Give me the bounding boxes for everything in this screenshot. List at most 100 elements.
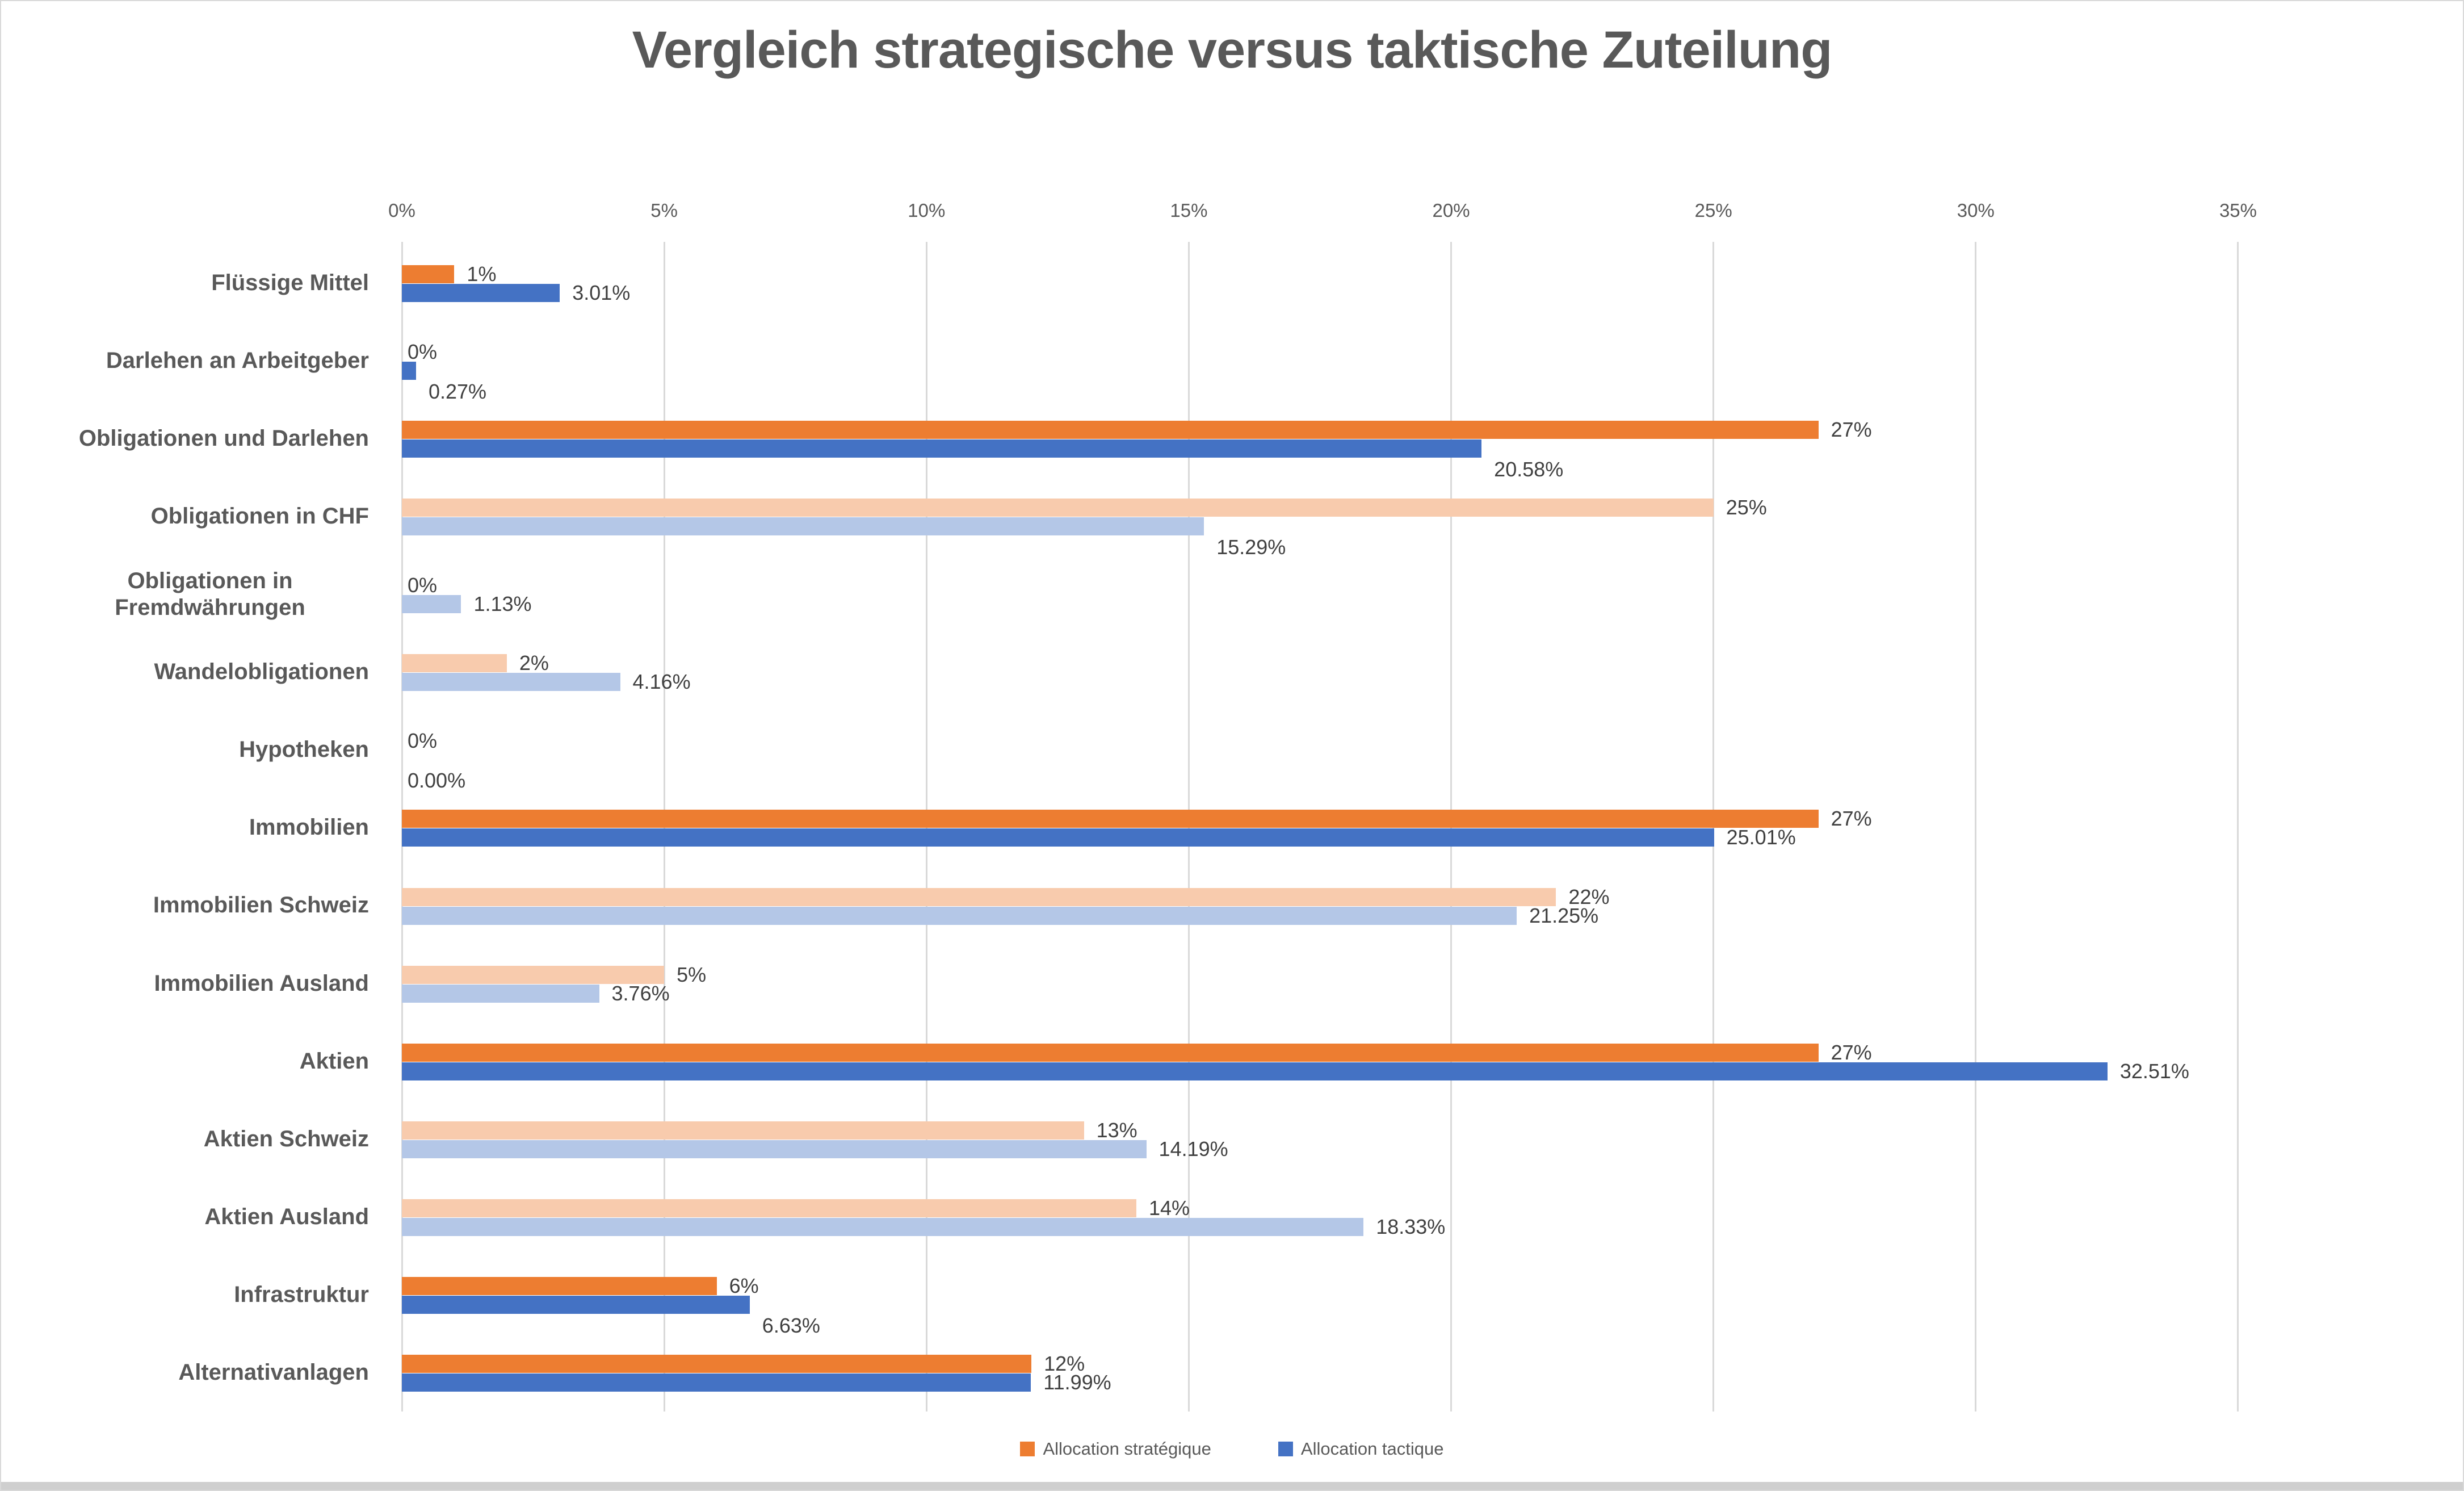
tactic-bar: [402, 906, 1517, 925]
category-label-text: Aktien Ausland: [204, 1204, 369, 1229]
tactic-bar: [402, 673, 620, 692]
tactic-value-label: 14.19%: [1158, 1137, 1228, 1161]
tactic-bar: [402, 595, 461, 614]
category-label: Wandelobligationen: [1, 633, 370, 711]
tactic-value-label: 32.51%: [2119, 1059, 2189, 1083]
category-label-text: Obligationen in Fremdwährungen: [115, 568, 305, 620]
tactic-bar: [402, 1140, 1147, 1158]
x-axis-tick-label: 5%: [650, 200, 678, 221]
x-axis-tick-label: 25%: [1694, 200, 1732, 221]
gridline: [1975, 242, 1977, 1412]
tactic-bar: [402, 828, 1714, 847]
x-axis-tick-label: 15%: [1170, 200, 1208, 221]
category-label-text: Hypotheken: [239, 737, 369, 763]
category-label: Obligationen und Darlehen: [1, 400, 369, 478]
tactic-value-label: 25.01%: [1726, 826, 1796, 849]
strategic-value-label: 0%: [408, 573, 438, 597]
strategic-value-label: 22%: [1568, 885, 1610, 908]
category-label-text: Aktien Schweiz: [203, 1126, 369, 1151]
legend-swatch-tactic-icon: [1278, 1442, 1293, 1456]
strategic-bar: [402, 499, 1714, 517]
strategic-value-label: 27%: [1831, 1040, 1872, 1064]
category-label-text: Flüssige Mittel: [211, 270, 369, 295]
strategic-value-label: 0%: [408, 729, 438, 753]
tactic-bar: [402, 1373, 1031, 1392]
tactic-value-label: 1.13%: [473, 592, 532, 616]
legend-label-strategic: Allocation stratégique: [1043, 1439, 1211, 1459]
category-label: Aktien: [1, 1023, 369, 1100]
strategic-bar: [402, 421, 1819, 439]
tactic-value-label: 3.01%: [572, 281, 631, 304]
category-label-text: Immobilien Schweiz: [153, 893, 369, 918]
strategic-value-label: 13%: [1096, 1118, 1137, 1142]
strategic-value-label: 0%: [408, 340, 438, 364]
x-axis-tick-label: 0%: [388, 200, 415, 221]
tactic-value-label: 6.63%: [762, 1313, 820, 1337]
category-label: Aktien Schweiz: [1, 1100, 369, 1178]
category-label-text: Obligationen und Darlehen: [78, 426, 369, 451]
strategic-value-label: 27%: [1831, 418, 1872, 442]
x-axis-tick-label: 20%: [1432, 200, 1470, 221]
category-label: Immobilien Ausland: [1, 945, 369, 1023]
strategic-bar: [402, 887, 1556, 906]
category-label: Hypotheken: [1, 711, 369, 789]
tactic-value-label: 3.76%: [611, 981, 670, 1005]
category-label-text: Wandelobligationen: [154, 659, 370, 685]
strategic-value-label: 2%: [519, 651, 549, 675]
category-label: Aktien Ausland: [1, 1178, 369, 1256]
category-label-text: Darlehen an Arbeitgeber: [106, 348, 369, 373]
legend: Allocation stratégique Allocation tactiq…: [1, 1439, 2463, 1459]
strategic-value-label: 1%: [467, 262, 497, 286]
legend-label-tactic: Allocation tactique: [1300, 1439, 1444, 1459]
strategic-bar: [402, 1354, 1032, 1373]
legend-swatch-strategic-icon: [1020, 1442, 1035, 1456]
category-label: Alternativanlagen: [1, 1334, 369, 1412]
strategic-value-label: 25%: [1726, 496, 1767, 520]
strategic-value-label: 14%: [1149, 1196, 1190, 1220]
strategic-value-label: 6%: [729, 1274, 759, 1297]
strategic-value-label: 12%: [1044, 1351, 1085, 1375]
tactic-value-label: 15.29%: [1216, 535, 1286, 559]
strategic-bar: [402, 1121, 1084, 1140]
tactic-bar: [402, 1295, 750, 1314]
strategic-bar: [402, 654, 507, 673]
category-label: Obligationen in Fremdwährungen: [1, 555, 369, 633]
window-edge-strip: [1, 1482, 2463, 1490]
category-label-text: Obligationen in CHF: [150, 504, 369, 529]
category-label: Obligationen in CHF: [1, 478, 369, 555]
category-label: Darlehen an Arbeitgeber: [1, 322, 369, 400]
tactic-value-label: 21.25%: [1529, 903, 1599, 927]
x-axis-tick-label: 10%: [908, 200, 946, 221]
category-label: Immobilien: [1, 789, 369, 866]
category-label-text: Aktien: [299, 1048, 369, 1074]
tactic-value-label: 0.27%: [428, 380, 487, 404]
x-axis-tick-label: 30%: [1957, 200, 1995, 221]
strategic-bar: [402, 965, 665, 984]
category-label: Infrastruktur: [1, 1256, 369, 1334]
legend-item-tactic: Allocation tactique: [1278, 1439, 1444, 1459]
tactic-bar: [402, 1062, 2108, 1080]
tactic-bar: [402, 439, 1482, 458]
category-label-text: Alternativanlagen: [178, 1359, 369, 1385]
tactic-bar: [402, 362, 416, 380]
strategic-bar: [402, 1199, 1136, 1217]
tactic-bar: [402, 1217, 1364, 1236]
tactic-bar: [402, 517, 1204, 536]
category-label: Flüssige Mittel: [1, 244, 369, 322]
legend-item-strategic: Allocation stratégique: [1020, 1439, 1211, 1459]
tactic-value-label: 20.58%: [1494, 458, 1564, 481]
tactic-value-label: 4.16%: [632, 670, 691, 694]
category-label-text: Infrastruktur: [234, 1281, 369, 1307]
tactic-bar: [402, 284, 560, 302]
strategic-bar: [402, 1276, 717, 1295]
tactic-value-label: 18.33%: [1376, 1214, 1446, 1238]
strategic-bar: [402, 1043, 1819, 1062]
chart-title: Vergleich strategische versus taktische …: [632, 21, 1833, 79]
strategic-value-label: 5%: [677, 962, 707, 986]
gridline: [2237, 242, 2239, 1412]
strategic-bar: [402, 265, 455, 283]
tactic-value-label: 11.99%: [1043, 1370, 1111, 1394]
x-axis-tick-label: 35%: [2219, 200, 2257, 221]
category-label-text: Immobilien Ausland: [154, 970, 369, 996]
